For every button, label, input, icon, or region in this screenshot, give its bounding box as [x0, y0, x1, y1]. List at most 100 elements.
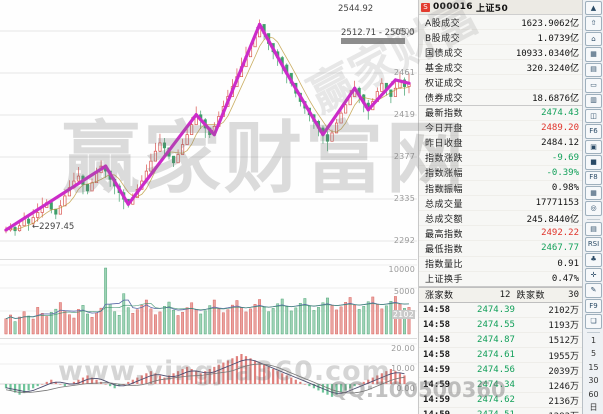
quote-label: 最新指数: [425, 109, 464, 120]
quote-label: 指数振幅: [425, 184, 464, 195]
tick-time: 14:58: [423, 319, 451, 330]
tick-row[interactable]: 14:58 2474.61 1955万: [419, 348, 582, 364]
quote-row: 指数振幅 0.98%: [419, 181, 582, 197]
quote-side-panel[interactable]: S 000016 上证50 A股成交 1623.9062亿 B股成交 1.0739亿国…: [418, 0, 582, 414]
chart-annotation: 2544.92: [338, 4, 374, 14]
lock-icon[interactable]: ▦: [585, 186, 602, 201]
quote-value: 18.6876亿: [532, 94, 579, 105]
period-button-5[interactable]: 5: [590, 349, 597, 359]
quote-row: 总成交额 245.8440亿: [419, 211, 582, 227]
tick-volume: 2136万: [548, 396, 579, 407]
quote-row: B股成交 1.0739亿: [419, 30, 582, 46]
tick-volume: 1283万: [533, 409, 579, 414]
period-button-30[interactable]: 30: [588, 376, 599, 386]
trend-arrow-overlay: [4, 22, 411, 232]
quote-value: 320.3240亿: [526, 63, 579, 74]
note-icon[interactable]: ▤: [585, 221, 602, 237]
period-button-1[interactable]: 1: [590, 335, 597, 345]
up-arrow-icon[interactable]: ⇧: [585, 16, 602, 31]
period-button-15[interactable]: 15: [588, 362, 599, 372]
tick-time: 14:59: [423, 410, 459, 414]
quote-label: 指数量比: [425, 260, 464, 271]
tool-rail[interactable]: ▲ ⇧ ⌂ ▦ ▤ ▭ ▥ ◫ F6 ▣ ■ F8 ▦ ◎ ▤ RSI ♣ ✛ ✎ F9 ❏ 1 5 15 30 60 日: [582, 0, 603, 414]
tick-trade-list[interactable]: 14:58 2474.39 2102万 14:58 2474.55 1193万 14:58 2…: [419, 303, 582, 414]
price-axis-label: 2419: [393, 110, 415, 119]
quote-value: 1623.9062亿: [521, 18, 579, 29]
price-axis-label: 2503: [393, 27, 415, 36]
quote-value: 2492.22: [541, 228, 579, 239]
indicator-chart-svg: [0, 343, 417, 397]
tick-volume: 1193万: [548, 321, 579, 332]
advancers-label: 涨家数: [425, 291, 454, 302]
grid-icon[interactable]: ▤: [585, 62, 602, 78]
quote-row: A股成交 1623.9062亿: [419, 15, 582, 31]
quote-label: 权证成交: [425, 78, 464, 89]
window-icon[interactable]: ◫: [585, 108, 602, 124]
market-flag-icon: S: [421, 2, 430, 12]
f8-icon[interactable]: F8: [585, 170, 602, 186]
tick-row[interactable]: 14:58 2474.55 1193万: [419, 318, 582, 333]
target-icon[interactable]: ◎: [585, 201, 602, 216]
volume-axis-label: 10000: [388, 265, 415, 274]
tick-row[interactable]: 14:59 2474.56 2039万: [419, 363, 582, 379]
volume-bar-series: [4, 267, 411, 335]
quote-row: 昨日收盘 2484.12: [419, 136, 582, 151]
key-icon[interactable]: RSI: [585, 237, 602, 252]
chart-area[interactable]: 2503 2461 2419 2377 2335 2292 2544.92 2512.71 …: [0, 0, 417, 414]
person-icon[interactable]: ♣: [585, 252, 602, 268]
leaf-icon[interactable]: ❏: [585, 314, 602, 329]
quote-field-list: A股成交 1623.9062亿 B股成交 1.0739亿 国债成交 10933.0340亿…: [419, 15, 582, 287]
tick-row[interactable]: 14:58 2474.87 1512万: [419, 333, 582, 348]
volume-axis-label: 2102: [391, 310, 415, 319]
f9-icon[interactable]: F9: [585, 298, 602, 314]
chart-annotation: [341, 38, 405, 44]
quote-row: 总成交量 17771153: [419, 196, 582, 212]
advancers-value: 12: [499, 289, 511, 300]
quote-value: 0.47%: [551, 273, 579, 284]
frame-icon[interactable]: ▭: [585, 78, 602, 93]
quote-value: -0.39%: [546, 167, 579, 178]
tick-time: 14:58: [423, 334, 451, 345]
alert-icon[interactable]: ■: [585, 155, 602, 170]
price-axis-label: 2377: [393, 152, 415, 161]
quote-label: 国债成交: [425, 48, 464, 59]
volume-chart-pane[interactable]: 10000 5000 2102: [0, 259, 417, 338]
tick-row[interactable]: 14:58 2474.39 2102万: [419, 303, 582, 318]
quote-row: 指数涨跌 -9.69: [419, 151, 582, 166]
f6-icon[interactable]: F6: [585, 124, 602, 139]
rail-divider: [587, 331, 600, 333]
chart-annotation: 2512.71 - 2505.0: [341, 28, 415, 38]
move-icon[interactable]: ✛: [585, 268, 602, 283]
quote-row: 今日开盘 2489.20: [419, 121, 582, 136]
quote-label: 指数涨幅: [425, 169, 464, 180]
tick-volume: 2102万: [548, 306, 579, 317]
paint-icon[interactable]: ▣: [585, 139, 602, 155]
quote-label: 最高指数: [425, 229, 464, 240]
quote-row: 最新指数 2474.43: [419, 106, 582, 121]
quote-row: 债券成交 18.6876亿: [419, 90, 582, 106]
price-chart-pane[interactable]: 2503 2461 2419 2377 2335 2292 2544.92 2512.71 …: [0, 0, 417, 258]
indicator-chart-pane[interactable]: 20.00 10.00 0.00: [0, 338, 417, 414]
indicator-axis-label: 0.00: [396, 384, 415, 393]
tick-time: 14:59: [423, 395, 451, 406]
quote-row: 最高指数 2492.22: [419, 226, 582, 242]
quote-value: 17771153: [535, 198, 579, 209]
period-button-日[interactable]: 日: [589, 402, 598, 412]
tick-volume: 1512万: [548, 336, 579, 347]
pencil-icon[interactable]: ✎: [585, 283, 602, 298]
stats-icon[interactable]: ▥: [585, 93, 602, 108]
period-button-60[interactable]: 60: [588, 389, 599, 399]
quote-row: 权证成交: [419, 75, 582, 91]
tick-row[interactable]: 14:59 2474.34 1246万: [419, 378, 582, 394]
rail-divider: [587, 218, 600, 220]
calendar-icon[interactable]: ▦: [585, 47, 602, 62]
quote-row: 上证换手 0.47%: [419, 272, 582, 287]
tick-time: 14:59: [423, 380, 451, 391]
price-axis-label: 2461: [393, 68, 415, 77]
magnet-icon[interactable]: ⌂: [585, 31, 602, 47]
cursor-icon[interactable]: ▲: [585, 1, 602, 16]
tick-row[interactable]: 14:59 2474.62 2136万: [419, 393, 582, 409]
decliners-label: 跌家数: [516, 291, 545, 302]
